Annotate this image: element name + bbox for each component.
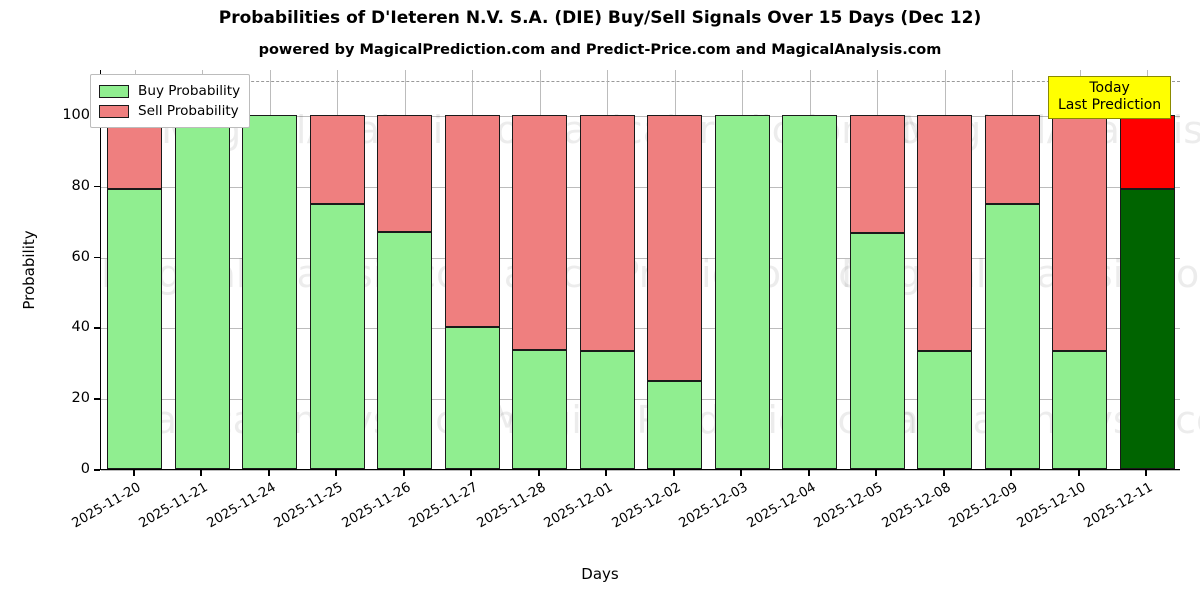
bar-segment-buy[interactable]	[1052, 350, 1108, 469]
legend-swatch-buy	[99, 84, 129, 98]
bar-segment-buy[interactable]	[512, 349, 568, 469]
bar-segment-sell[interactable]	[309, 115, 365, 204]
chart-title: Probabilities of D'Ieteren N.V. S.A. (DI…	[218, 8, 982, 28]
bar-segment-buy[interactable]	[242, 115, 298, 469]
bar-segment-sell[interactable]	[917, 115, 973, 352]
bar-segment-sell[interactable]	[1052, 115, 1108, 351]
y-tick-label: 0	[80, 461, 90, 477]
x-tick-mark	[605, 470, 608, 476]
x-tick-mark	[942, 470, 945, 476]
bar-segment-buy[interactable]	[444, 327, 500, 469]
bar-segment-buy[interactable]	[579, 351, 635, 469]
bar-segment-sell[interactable]	[377, 115, 433, 232]
bar-group[interactable]	[849, 69, 905, 469]
bar-segment-buy[interactable]	[174, 115, 230, 469]
legend-item-sell: Sell Probability	[99, 101, 240, 121]
bar-group[interactable]	[309, 69, 365, 469]
chart-subtitle: powered by MagicalPrediction.com and Pre…	[258, 42, 942, 58]
today-annotation-line2: Last Prediction	[1058, 96, 1162, 113]
bar-group[interactable]	[377, 69, 433, 469]
bar-segment-buy[interactable]	[714, 115, 770, 469]
bar-segment-sell[interactable]	[849, 115, 905, 233]
bar-segment-buy[interactable]	[984, 203, 1040, 469]
bar-group[interactable]	[1119, 69, 1175, 469]
bar-segment-sell[interactable]	[512, 115, 568, 350]
bar-segment-buy[interactable]	[377, 231, 433, 469]
bar-group[interactable]	[444, 69, 500, 469]
bar-segment-buy[interactable]	[107, 189, 163, 469]
bar-group[interactable]	[1052, 69, 1108, 469]
bar-segment-sell[interactable]	[647, 115, 703, 381]
bar-group[interactable]	[984, 69, 1040, 469]
x-tick-mark	[807, 470, 810, 476]
bar-segment-buy[interactable]	[647, 380, 703, 469]
bar-segment-sell[interactable]	[579, 115, 635, 352]
gridline-y-20	[101, 399, 1180, 401]
y-tick-label: 100	[62, 107, 90, 124]
x-tick-mark	[875, 470, 878, 476]
legend-swatch-sell	[99, 104, 129, 118]
x-axis-label: Days	[581, 565, 619, 583]
bar-group[interactable]	[782, 69, 838, 469]
x-tick-mark	[672, 470, 675, 476]
bar-segment-sell[interactable]	[1119, 115, 1175, 190]
y-tick-mark	[94, 398, 100, 400]
y-tick-mark	[94, 185, 100, 188]
bar-group[interactable]	[647, 69, 703, 469]
legend-item-buy: Buy Probability	[99, 81, 240, 101]
y-tick-mark	[94, 469, 100, 471]
bar-group[interactable]	[917, 69, 973, 469]
x-tick-mark	[1010, 470, 1013, 476]
bar-group[interactable]	[242, 69, 298, 469]
gridline-y-0	[101, 470, 1180, 471]
gridline-y-80	[101, 186, 1180, 188]
bar-group[interactable]	[512, 69, 568, 469]
y-tick-mark	[94, 327, 100, 329]
bar-segment-buy[interactable]	[309, 203, 365, 469]
x-tick-mark	[402, 470, 405, 476]
y-tick-mark	[94, 256, 100, 259]
today-annotation: Today Last Prediction	[1048, 76, 1172, 120]
today-annotation-line1: Today	[1089, 80, 1130, 96]
y-tick-label: 80	[71, 177, 90, 194]
bar-segment-sell[interactable]	[984, 115, 1040, 204]
x-tick-mark	[1077, 470, 1080, 476]
legend-label-buy: Buy Probability	[138, 83, 241, 99]
y-tick-labels: 0 20 40 60 80 100	[0, 70, 1200, 477]
y-tick-label: 60	[71, 248, 90, 265]
chart-legend: Buy Probability Sell Probability	[90, 74, 251, 128]
y-tick-label: 20	[71, 390, 90, 407]
bar-segment-buy[interactable]	[1119, 189, 1175, 469]
x-tick-mark	[537, 470, 540, 476]
x-tick-mark	[1145, 470, 1148, 476]
x-tick-mark	[740, 470, 743, 476]
gridline-y-60	[101, 257, 1180, 259]
x-tick-mark	[470, 470, 473, 476]
bar-group[interactable]	[579, 69, 635, 469]
bar-segment-buy[interactable]	[782, 115, 838, 469]
gridline-y-100	[101, 116, 1180, 118]
x-tick-mark	[267, 470, 270, 476]
y-tick-label: 40	[71, 319, 90, 336]
gridline-y-40	[101, 328, 1180, 330]
x-tick-mark	[132, 470, 135, 476]
x-tick-mark	[335, 470, 338, 476]
legend-label-sell: Sell Probability	[138, 103, 239, 119]
bar-segment-buy[interactable]	[849, 232, 905, 469]
bar-group[interactable]	[174, 69, 230, 469]
bar-segment-sell[interactable]	[444, 115, 500, 328]
bar-segment-buy[interactable]	[917, 351, 973, 469]
x-tick-mark	[200, 470, 203, 476]
bar-group[interactable]	[714, 69, 770, 469]
reference-line	[101, 80, 1180, 82]
